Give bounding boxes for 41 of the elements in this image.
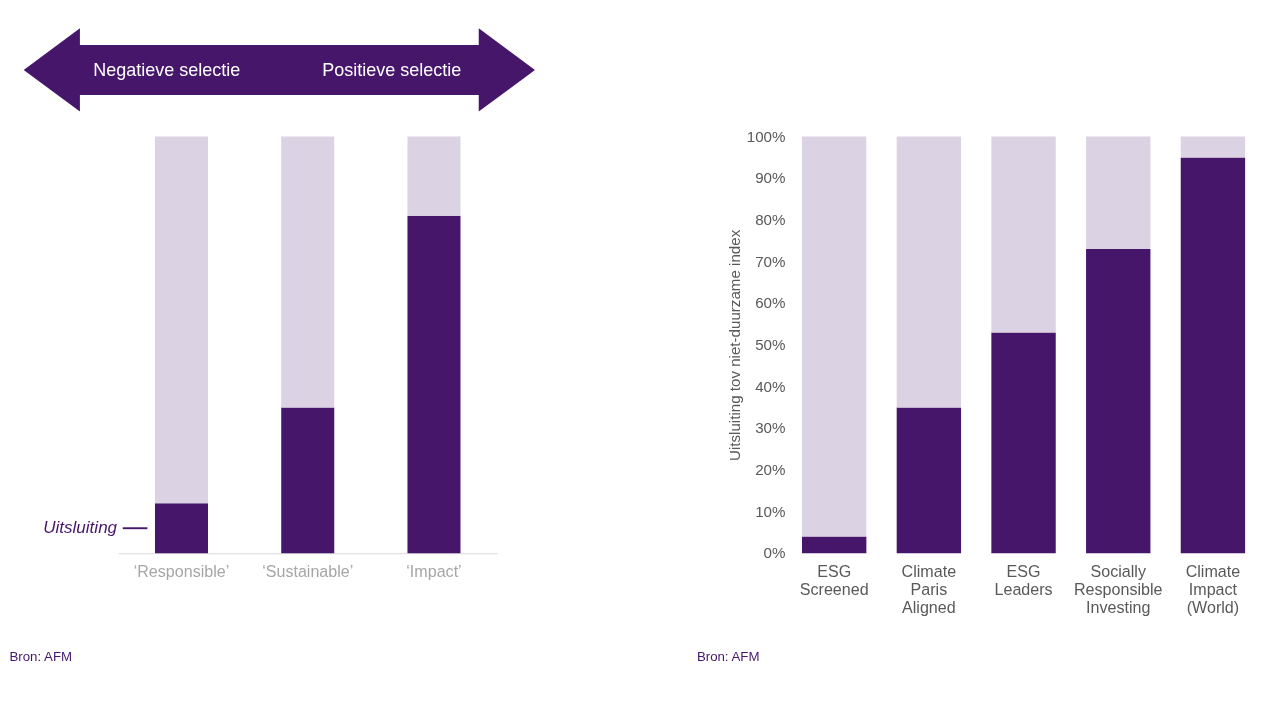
text: Uitsluiting bbox=[43, 517, 118, 537]
bar bbox=[407, 215, 461, 554]
bar bbox=[801, 136, 867, 537]
y-tick-label: 20% bbox=[755, 461, 786, 479]
bar bbox=[1086, 249, 1151, 554]
y-tick-label: 70% bbox=[755, 252, 786, 270]
x-tick-label: ESG Leaders bbox=[994, 562, 1053, 599]
bar bbox=[281, 136, 335, 408]
y-tick-label: 50% bbox=[755, 336, 786, 354]
bar bbox=[281, 407, 335, 554]
y-tick-label: 0% bbox=[763, 544, 786, 562]
x-tick-label: ‘Responsible’ bbox=[133, 562, 230, 581]
bar bbox=[991, 136, 1056, 333]
text: Bron: AFM bbox=[9, 649, 73, 665]
y-tick-label: 10% bbox=[755, 502, 786, 520]
bar bbox=[154, 136, 208, 504]
y-tick-label: 90% bbox=[755, 169, 786, 187]
bar bbox=[407, 136, 461, 216]
y-tick-label: 40% bbox=[755, 377, 786, 395]
bar bbox=[1086, 136, 1151, 250]
y-tick-label: 80% bbox=[755, 211, 786, 229]
bar bbox=[801, 536, 867, 554]
y-tick-label: 100% bbox=[746, 127, 786, 145]
x-tick-label: Climate Impact (World) bbox=[1185, 562, 1241, 617]
x-tick-label: ‘Sustainable’ bbox=[262, 562, 354, 581]
text: Negatieve selectie bbox=[93, 59, 241, 80]
y-tick-label: 30% bbox=[755, 419, 786, 437]
y-tick-label: 60% bbox=[755, 294, 786, 312]
bar bbox=[1180, 157, 1246, 554]
text: Positieve selectie bbox=[322, 59, 462, 80]
text: Bron: AFM bbox=[696, 649, 760, 665]
x-tick-label: Climate Paris Aligned bbox=[901, 562, 957, 617]
bar bbox=[154, 503, 208, 554]
x-tick-label: ESG Screened bbox=[799, 562, 869, 599]
bar bbox=[991, 332, 1056, 554]
x-tick-label: ‘Impact’ bbox=[406, 562, 462, 581]
x-tick-label: Socially Responsible Investing bbox=[1073, 562, 1163, 617]
bar bbox=[896, 407, 962, 554]
bar bbox=[1180, 136, 1246, 158]
bar bbox=[896, 136, 962, 408]
y-axis-title: Uitsluiting tov niet-duurzame index bbox=[726, 229, 744, 461]
